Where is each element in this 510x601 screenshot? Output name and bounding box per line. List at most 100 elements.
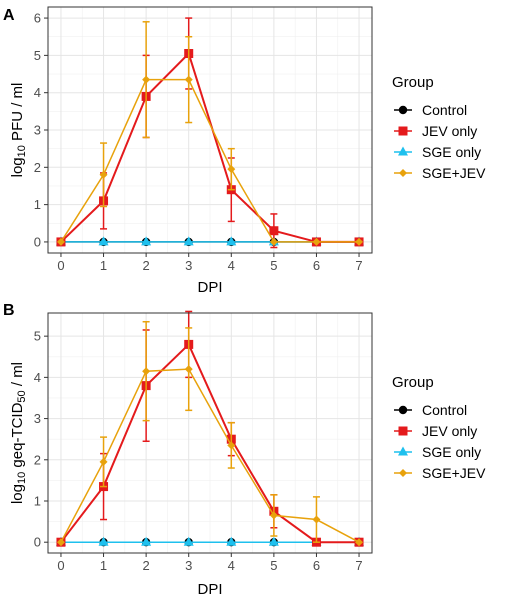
y-tick-label: 6 [34,11,41,26]
plot-border [47,312,373,554]
x-tick-label: 3 [185,258,192,273]
legend-item: SGE+JEV [394,165,486,181]
legend-item: Control [394,102,467,118]
legend-item: SGE only [394,144,481,160]
legend-swatch-marker [398,446,408,456]
data-point [98,536,109,546]
legend-item: JEV only [394,123,477,139]
data-point [56,237,65,246]
legend-title: Group [392,74,434,91]
plot-border [47,6,373,254]
y-tick-label: 5 [34,329,41,344]
legend: Group Control JEV only SGE only SGE+JEV [392,374,486,481]
legend-label: Control [422,402,467,418]
legend-swatch-marker [398,126,408,136]
legend-label: SGE only [422,144,481,160]
y-tick-label: 0 [34,535,41,550]
legend-label: JEV only [422,123,477,139]
x-tick-label: 1 [100,258,107,273]
legend-label: Control [422,102,467,118]
data-point [226,536,237,546]
x-tick-label: 0 [57,558,64,573]
data-point [141,236,152,246]
legend-swatch-marker [399,469,407,477]
data-point [142,367,151,376]
data-point [268,536,279,546]
data-point [56,538,65,547]
y-axis-title: log10 PFU / ml [9,83,28,178]
data-point [141,536,152,546]
y-tick-label: 1 [34,197,41,212]
x-tick-label: 4 [228,258,235,273]
data-point [99,170,108,179]
data-point [184,365,193,374]
x-tick-label: 3 [185,558,192,573]
data-point [142,75,151,84]
data-point [184,75,193,84]
y-axis-title-part: / ml [9,362,26,390]
data-point [226,236,237,246]
x-tick-label: 2 [143,258,150,273]
y-tick-label: 2 [34,452,41,467]
legend-item: SGE+JEV [394,465,486,481]
data-point [269,511,278,520]
y-axis-title-subscript: 50 [16,390,28,402]
legend-label: JEV only [422,423,477,439]
series-line [60,368,360,543]
y-tick-label: 4 [34,85,41,100]
panel-b: B 0 1 2 3 4 5 6 7 0 1 2 3 4 5 DPI log10 geq-TCID50 / ml G… [3,302,486,598]
data-point [269,237,278,246]
data-point [312,515,321,524]
data-point [227,441,236,450]
data-point [98,236,109,246]
legend-swatch-marker [398,105,408,115]
x-axis-title: DPI [197,581,222,598]
y-tick-label: 5 [34,48,41,63]
legend-label: SGE only [422,444,481,460]
legend-swatch-marker [398,146,408,156]
data-point [355,538,364,547]
series-line [60,78,360,243]
series-sge-jev [56,320,364,547]
x-tick-label: 1 [100,558,107,573]
y-tick-label: 3 [34,411,41,426]
y-axis-title-subscript: 10 [16,472,28,484]
legend-item: Control [394,402,467,418]
legend-item: JEV only [394,423,477,439]
panel-letter: A [3,7,15,24]
legend-label: SGE+JEV [422,165,486,181]
series-line [60,342,360,544]
legend-swatch-marker [398,426,408,436]
x-tick-label: 7 [355,258,362,273]
data-point [99,457,108,466]
legend-swatch-marker [398,405,408,415]
x-tick-label: 4 [228,558,235,573]
y-axis-title-part: log [9,157,26,177]
x-axis-title: DPI [197,279,222,296]
data-point [355,237,364,246]
x-tick-label: 5 [270,558,277,573]
data-point [312,237,321,246]
y-tick-label: 2 [34,160,41,175]
data-point [227,165,236,174]
y-tick-label: 0 [34,234,41,249]
data-point [183,236,194,246]
y-axis-title-part: PFU / ml [9,83,26,146]
legend-label: SGE+JEV [422,465,486,481]
legend-swatch-marker [399,169,407,177]
legend: Group Control JEV only SGE only SGE+JEV [392,74,486,181]
x-tick-label: 0 [57,258,64,273]
x-tick-label: 6 [313,258,320,273]
panel-letter: B [3,302,15,319]
data-point [269,226,279,236]
x-tick-label: 5 [270,258,277,273]
data-point [183,536,194,546]
y-tick-label: 4 [34,370,41,385]
y-axis-title-part: log [9,484,26,504]
x-tick-label: 6 [313,558,320,573]
x-tick-label: 2 [143,558,150,573]
y-tick-label: 3 [34,123,41,138]
legend-title: Group [392,374,434,391]
series-line [60,51,360,243]
